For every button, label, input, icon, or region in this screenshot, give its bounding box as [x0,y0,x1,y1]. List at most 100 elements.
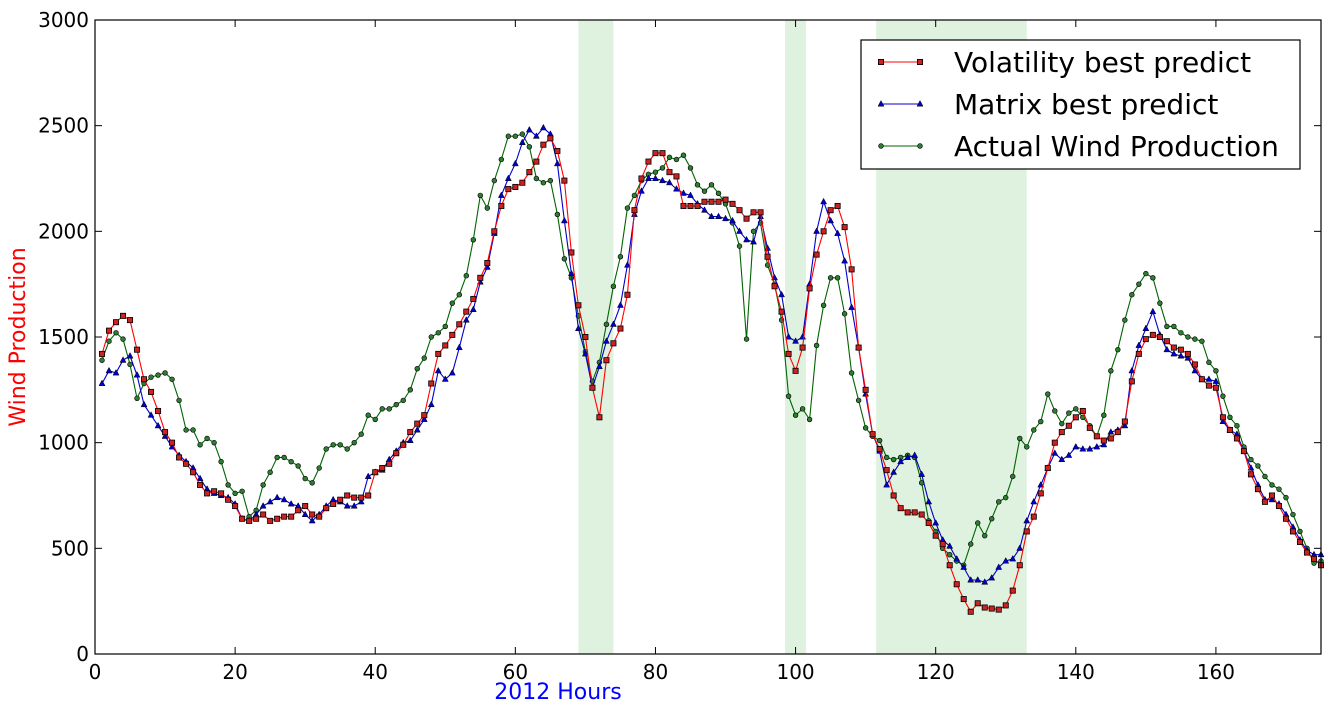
legend-label: Volatility best predict [954,46,1251,79]
point-volatility-best-predict [547,135,554,142]
point-actual-wind-production [484,205,491,211]
point-volatility-best-predict [652,150,659,157]
point-matrix-best-predict [287,500,295,507]
point-volatility-best-predict [1177,346,1184,353]
point-volatility-best-predict [1212,384,1219,391]
point-actual-wind-production [386,406,392,412]
point-volatility-best-predict [1254,486,1261,493]
point-volatility-best-predict [463,308,470,315]
point-actual-wind-production [1192,336,1198,342]
point-actual-wind-production [982,532,988,539]
point-actual-wind-production [792,412,799,418]
point-matrix-best-predict [897,457,905,465]
point-volatility-best-predict [589,384,596,391]
point-matrix-best-predict [813,227,821,234]
point-actual-wind-production [813,342,820,349]
point-actual-wind-production [841,311,848,317]
point-matrix-best-predict [602,337,610,344]
point-actual-wind-production [1129,292,1135,298]
point-matrix-best-predict [617,301,624,308]
point-matrix-best-predict [126,352,134,359]
point-actual-wind-production [1164,323,1170,330]
point-volatility-best-predict [1149,331,1156,338]
point-matrix-best-predict [1079,445,1087,452]
point-volatility-best-predict [225,496,232,503]
point-actual-wind-production [106,338,112,344]
point-matrix-best-predict [567,269,575,277]
legend-label: Matrix best predict [954,88,1218,121]
point-matrix-best-predict [581,349,589,357]
point-volatility-best-predict [848,266,855,273]
point-actual-wind-production [281,454,287,461]
y-tick-label: 0 [76,642,89,666]
point-matrix-best-predict [357,497,365,505]
point-matrix-best-predict [1058,455,1066,463]
point-actual-wind-production [113,330,119,336]
point-matrix-best-predict [280,495,288,503]
point-matrix-best-predict [1149,307,1157,315]
point-volatility-best-predict [421,412,428,419]
x-tick-label: 40 [363,660,388,684]
x-tick-label: 120 [917,660,955,684]
point-volatility-best-predict [260,511,267,518]
point-volatility-best-predict [428,380,435,387]
point-actual-wind-production [631,192,638,199]
point-matrix-best-predict [574,324,582,331]
point-volatility-best-predict [106,327,113,334]
point-volatility-best-predict [603,357,610,364]
point-volatility-best-predict [274,515,281,522]
point-volatility-best-predict [659,150,666,157]
point-volatility-best-predict [386,460,393,467]
point-actual-wind-production [1269,482,1275,488]
series-lines [98,123,1325,615]
series-actual-wind-production [99,131,1324,568]
point-matrix-best-predict [455,343,463,351]
point-actual-wind-production [1031,427,1037,433]
point-actual-wind-production [400,397,406,404]
point-volatility-best-predict [505,186,512,193]
point-actual-wind-production [526,144,533,150]
point-actual-wind-production [785,393,792,399]
point-volatility-best-predict [785,350,792,357]
point-matrix-best-predict [532,132,540,139]
point-actual-wind-production [330,442,336,448]
point-actual-wind-production [512,133,519,139]
point-matrix-best-predict [841,256,849,264]
point-volatility-best-predict [218,490,225,497]
point-actual-wind-production [1045,391,1051,397]
point-volatility-best-predict [1044,465,1051,472]
point-matrix-best-predict [1086,445,1094,452]
legend-label: Actual Wind Production [954,130,1279,163]
point-matrix-best-predict [715,212,722,219]
point-volatility-best-predict [456,321,463,328]
y-tick-label: 1000 [38,431,89,455]
point-volatility-best-predict [890,492,897,499]
point-actual-wind-production [519,131,526,137]
point-matrix-best-predict [848,303,856,310]
point-actual-wind-production [946,551,953,558]
point-matrix-best-predict [1051,449,1059,456]
legend-marker [917,143,923,149]
point-matrix-best-predict [1128,366,1136,374]
point-volatility-best-predict [330,500,337,507]
point-actual-wind-production [421,355,427,361]
point-actual-wind-production [743,336,750,342]
point-volatility-best-predict [876,446,883,453]
point-volatility-best-predict [351,494,358,501]
point-volatility-best-predict [708,198,715,205]
point-matrix-best-predict [1037,481,1045,488]
legend-items: Volatility best predict Matrix best predi… [877,46,1279,163]
point-actual-wind-production [1297,528,1303,535]
point-volatility-best-predict [974,600,981,607]
point-matrix-best-predict [673,185,680,192]
point-volatility-best-predict [1170,344,1177,351]
point-actual-wind-production [1213,368,1219,374]
point-actual-wind-production [694,182,701,188]
point-volatility-best-predict [918,511,925,518]
point-volatility-best-predict [372,469,379,476]
point-matrix-best-predict [995,563,1003,570]
point-actual-wind-production [274,454,280,461]
point-actual-wind-production [204,435,210,442]
point-actual-wind-production [996,499,1002,505]
point-matrix-best-predict [119,356,127,363]
